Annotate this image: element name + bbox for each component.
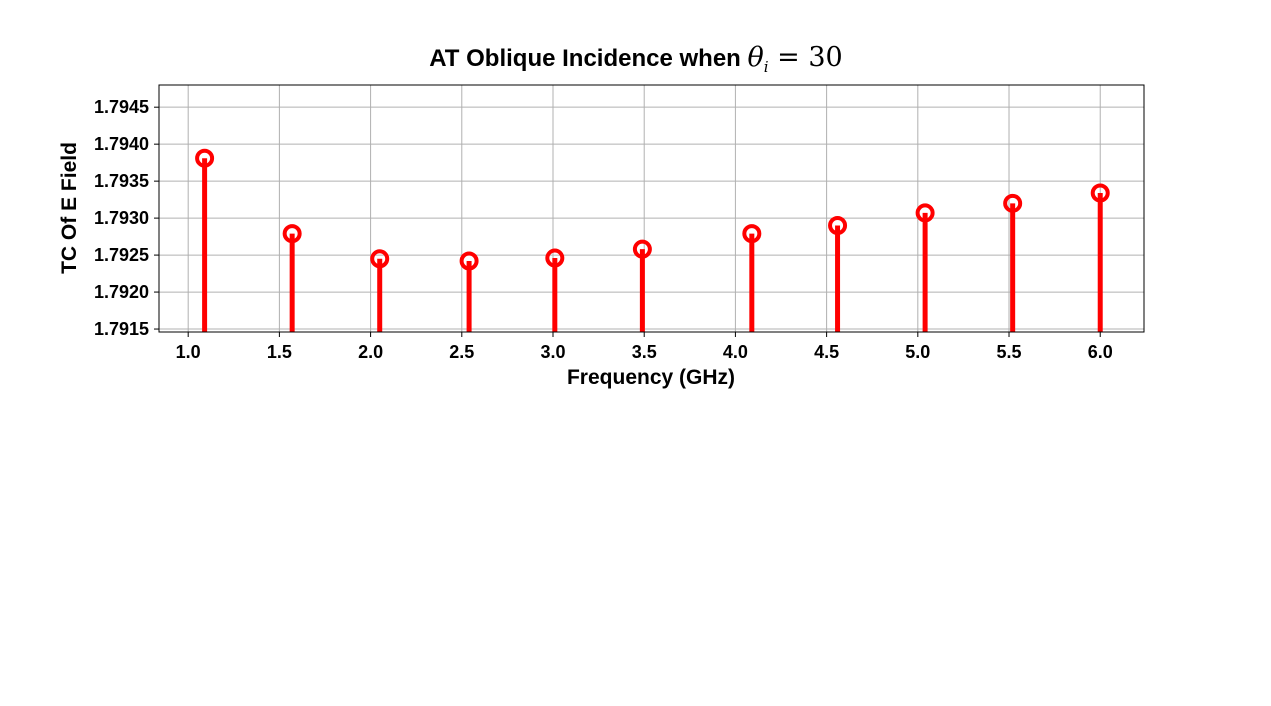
x-tick-label-2: 2.0 [358, 342, 383, 362]
stem-marker-6 [742, 224, 762, 244]
stem-marker-7 [828, 216, 848, 236]
stem-marker-9 [1003, 193, 1023, 213]
y-axis-ticks: 1.7915 1.7920 1.7925 1.7930 1.7935 1.7940 1.79… [94, 97, 159, 339]
y-tick-label-0: 1.7915 [94, 319, 149, 339]
y-tick-label-4: 1.7935 [94, 171, 149, 191]
x-tick-label-4: 3.0 [540, 342, 565, 362]
chart-title-theta: θ [748, 42, 764, 73]
x-tick-label-8: 5.0 [905, 342, 930, 362]
stem-marker-1 [282, 224, 302, 244]
x-tick-label-1: 1.5 [267, 342, 292, 362]
chart-title: AT Oblique Incidence when θi = 30 [429, 42, 843, 76]
x-tick-label-9: 5.5 [997, 342, 1022, 362]
x-axis-ticks: 1.0 1.5 2.0 2.5 3.0 3.5 4.0 4.5 5.0 5.5 6.0 [176, 332, 1113, 362]
stem-marker-0 [195, 148, 215, 168]
stem-marker-5 [632, 239, 652, 259]
stem-marker-10 [1090, 183, 1110, 203]
stem-series [195, 148, 1110, 332]
x-tick-label-0: 1.0 [176, 342, 201, 362]
x-tick-label-7: 4.5 [814, 342, 839, 362]
stem-marker-3 [459, 251, 479, 271]
y-tick-label-3: 1.7930 [94, 208, 149, 228]
y-tick-label-1: 1.7920 [94, 282, 149, 302]
stem-marker-8 [915, 203, 935, 223]
y-axis-label: TC Of E Field [58, 142, 81, 274]
chart-title-prefix: AT Oblique Incidence when [429, 45, 747, 72]
x-tick-label-5: 3.5 [632, 342, 657, 362]
y-tick-label-6: 1.7945 [94, 97, 149, 117]
stem-marker-4 [545, 248, 565, 268]
stem-marker-2 [370, 249, 390, 269]
chart-title-suffix: = 30 [769, 42, 843, 73]
x-axis-label: Frequency (GHz) [567, 366, 735, 389]
x-tick-label-10: 6.0 [1088, 342, 1113, 362]
y-tick-label-2: 1.7925 [94, 245, 149, 265]
x-tick-label-3: 2.5 [449, 342, 474, 362]
grid-lines [159, 85, 1144, 332]
x-tick-label-6: 4.0 [723, 342, 748, 362]
y-tick-label-5: 1.7940 [94, 134, 149, 154]
chart-title-subscript: i [764, 58, 769, 76]
plot-frame [158, 84, 1145, 333]
